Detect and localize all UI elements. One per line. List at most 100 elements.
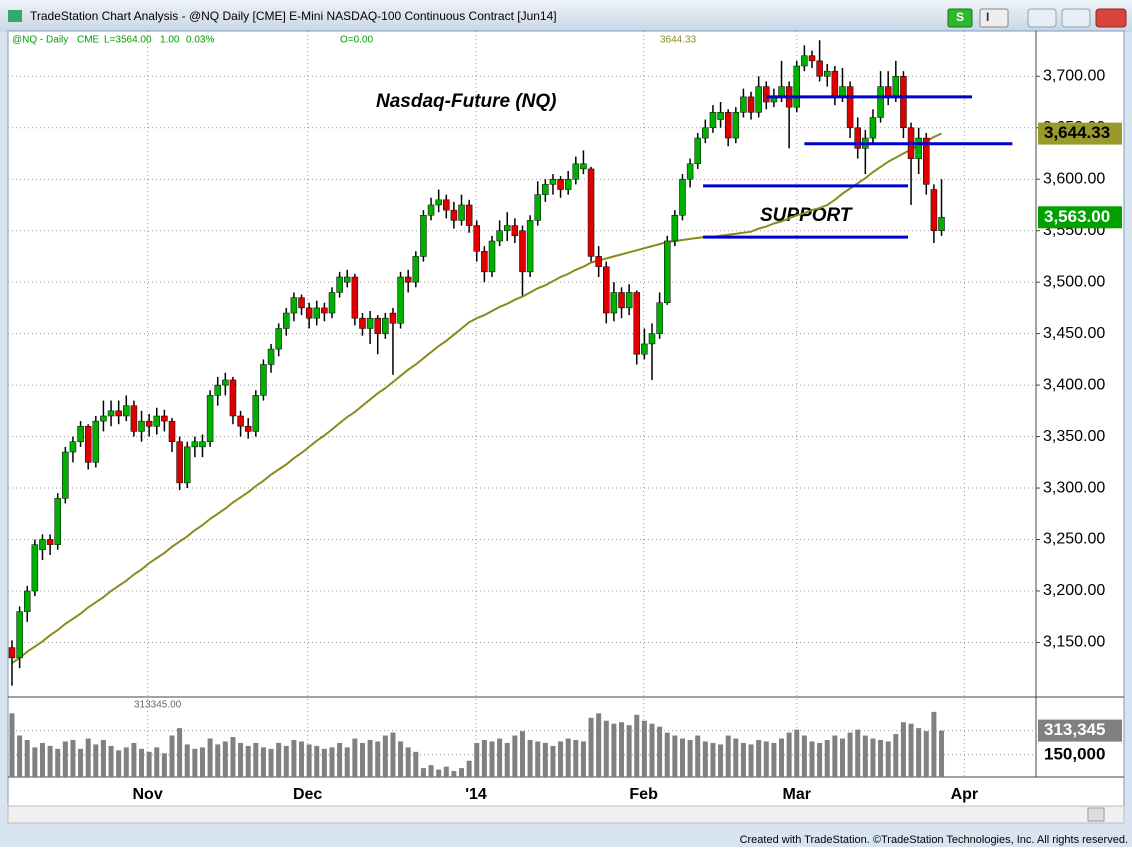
info-volume: 313345.00: [134, 700, 182, 711]
volume-bar: [885, 741, 891, 777]
x-tick-label: Dec: [293, 786, 322, 803]
volume-bar: [131, 742, 137, 777]
volume-bar: [862, 735, 868, 777]
candle-body: [900, 76, 907, 129]
candle-body: [39, 539, 46, 551]
candle-body: [382, 317, 389, 334]
candle-body: [808, 55, 816, 62]
candle-body: [275, 328, 282, 350]
volume-bar: [679, 738, 685, 777]
candle-body: [191, 441, 199, 448]
volume-bar: [474, 742, 480, 777]
volume-bar: [619, 722, 625, 777]
candle-body: [100, 415, 107, 422]
candle-body: [938, 217, 945, 231]
volume-bar: [420, 768, 426, 777]
volume-bar: [542, 742, 548, 777]
candle-body: [260, 364, 267, 396]
volume-bar: [900, 722, 906, 777]
candle-body: [351, 276, 359, 319]
candle-body: [328, 292, 336, 314]
candle-body: [542, 184, 549, 195]
candle-body: [481, 251, 488, 273]
insert-button[interactable]: [979, 8, 1009, 28]
volume-bar: [283, 745, 289, 777]
candle-body: [427, 204, 435, 216]
volume-bar: [78, 748, 84, 777]
info-exchange: CME: [77, 35, 100, 46]
candle-body: [503, 225, 511, 231]
candle-body: [732, 112, 740, 139]
candle-body: [915, 137, 922, 159]
price-marker: [1038, 206, 1122, 229]
candle-body: [663, 240, 671, 304]
candle-body: [23, 590, 31, 612]
close-button[interactable]: [1095, 8, 1127, 28]
volume-bar: [192, 748, 198, 777]
volume-bar: [24, 739, 30, 777]
candle-body: [62, 451, 69, 499]
candle-body: [564, 178, 572, 190]
candle-body: [305, 307, 313, 319]
candle-body: [229, 379, 237, 417]
volume-bar: [878, 739, 884, 777]
volume-bar: [519, 731, 525, 777]
candle-body: [214, 384, 221, 396]
info-open: O=0.00: [340, 35, 374, 46]
maximize-button[interactable]: [1061, 8, 1091, 28]
volume-bar: [695, 735, 701, 777]
y-tick-label: 3,500.00: [1043, 273, 1105, 290]
candle-body: [763, 86, 770, 103]
scrollbar-thumb[interactable]: [1087, 807, 1105, 822]
strategy-button[interactable]: [947, 8, 973, 28]
y-tick-label: 3,200.00: [1043, 582, 1105, 599]
volume-bar: [779, 738, 785, 777]
candle-body: [168, 420, 176, 442]
scrollbar[interactable]: [7, 805, 1125, 824]
candle-body: [679, 178, 686, 216]
volume-bar: [146, 751, 152, 777]
volume-bar: [687, 739, 693, 777]
volume-bar: [184, 744, 190, 777]
volume-bar: [359, 742, 365, 777]
volume-bar: [9, 713, 15, 777]
volume-bar: [62, 741, 68, 777]
moving-average: [11, 132, 942, 664]
candle-body: [816, 60, 823, 77]
insert-button-label: I: [986, 10, 989, 24]
volume-bar: [603, 720, 609, 777]
volume-bar: [306, 744, 312, 777]
candle-body: [130, 405, 138, 432]
volume-bar: [390, 732, 396, 777]
candle-body: [740, 96, 747, 113]
minimize-button[interactable]: [1027, 8, 1057, 28]
volume-bar: [504, 742, 510, 777]
volume-bar: [260, 747, 266, 777]
candle-body: [69, 441, 77, 453]
candle-body: [237, 415, 244, 427]
candle-body: [595, 256, 602, 267]
volume-bar: [535, 741, 541, 777]
volume-bar: [268, 748, 274, 777]
volume-bar: [702, 741, 708, 777]
volume-bar: [611, 723, 617, 777]
strategy-button-label: S: [956, 10, 964, 24]
candle-body: [54, 498, 61, 545]
candle-body: [854, 127, 861, 149]
volume-bar: [839, 738, 845, 777]
candle-body: [671, 215, 679, 242]
volume-marker-label: 313,345: [1044, 720, 1105, 739]
volume-bar: [382, 735, 388, 777]
info-ma: 3644.33: [660, 35, 697, 46]
candle-body: [176, 441, 183, 484]
candle-body: [145, 420, 153, 427]
candle-body: [267, 348, 275, 365]
volume-bar: [466, 760, 472, 777]
candle-body: [206, 395, 214, 442]
volume-bar: [230, 737, 236, 777]
title-bar: [0, 0, 1132, 32]
volume-bar: [276, 742, 282, 777]
candle-body: [549, 178, 557, 185]
x-tick-label: Mar: [783, 786, 811, 803]
candle-body: [123, 405, 130, 417]
